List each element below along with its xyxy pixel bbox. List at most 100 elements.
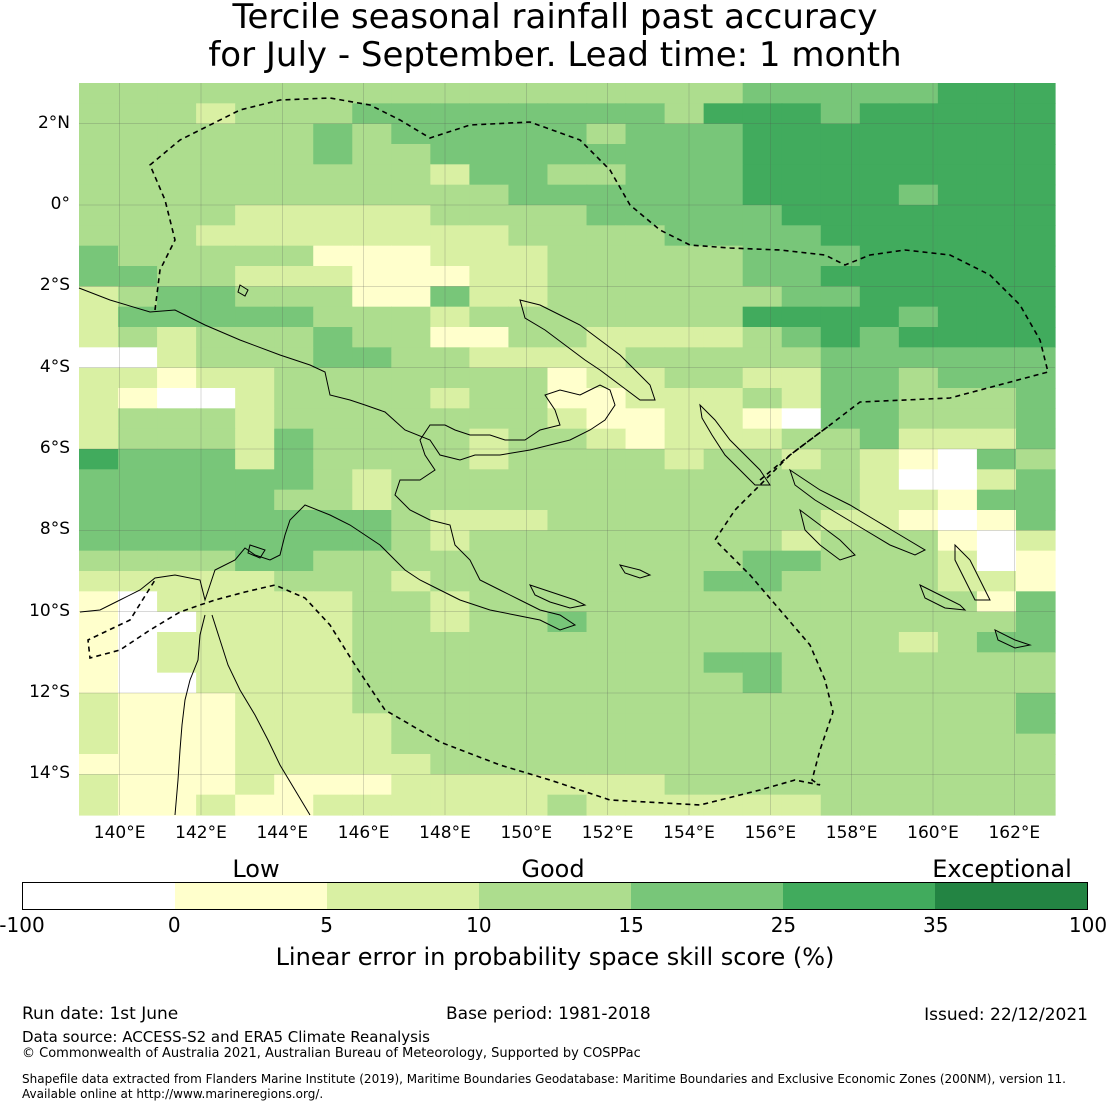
- skill-cell: [937, 428, 978, 450]
- skill-cell: [157, 144, 197, 165]
- skill-cell: [469, 591, 510, 613]
- skill-cell: [898, 611, 939, 633]
- skill-cell: [859, 245, 900, 267]
- skill-cell: [508, 733, 549, 755]
- skill-cell: [430, 632, 470, 653]
- colorbar-tick-label: 15: [618, 913, 644, 937]
- skill-cell: [781, 794, 822, 816]
- skill-cell: [196, 144, 236, 165]
- skill-cell: [313, 672, 353, 694]
- skill-cell: [781, 733, 822, 755]
- longitude-label: 150°E: [500, 823, 553, 843]
- skill-cell: [859, 652, 900, 674]
- longitude-label: 142°E: [175, 823, 227, 843]
- skill-cell: [1015, 774, 1056, 796]
- skill-cell: [703, 388, 744, 409]
- skill-cell: [352, 530, 392, 552]
- skill-cell: [235, 510, 275, 531]
- skill-cell: [469, 266, 510, 287]
- skill-cell: [820, 164, 861, 186]
- skill-cell: [157, 408, 197, 430]
- shapefile-credit-line-1: Shapefile data extracted from Flanders M…: [22, 1072, 1066, 1086]
- skill-cell: [898, 693, 939, 714]
- skill-cell: [235, 327, 275, 348]
- skill-cell: [313, 652, 353, 674]
- skill-cell: [313, 306, 353, 328]
- skill-cell: [976, 794, 1017, 816]
- skill-cell: [118, 184, 158, 206]
- skill-cell: [118, 611, 158, 633]
- skill-cell: [79, 327, 119, 348]
- skill-cell: [898, 245, 939, 267]
- skill-cell: [820, 306, 861, 328]
- skill-cell: [1015, 591, 1056, 613]
- skill-cell: [352, 672, 392, 694]
- skill-cell: [820, 144, 861, 165]
- skill-cell: [898, 794, 939, 816]
- skill-cell: [118, 306, 158, 328]
- skill-cell: [196, 611, 236, 633]
- skill-cell: [235, 489, 275, 511]
- skill-cell: [703, 83, 744, 104]
- skill-cell: [157, 245, 197, 267]
- skill-cell: [1015, 205, 1056, 226]
- skill-cell: [469, 388, 510, 409]
- shapefile-credit-line-2: Available online at http://www.marinereg…: [22, 1087, 324, 1101]
- latitude-label: 10°S: [29, 600, 70, 621]
- skill-cell: [235, 550, 275, 572]
- skill-cell: [391, 733, 431, 755]
- skill-cell: [430, 489, 470, 511]
- longitude-label: 156°E: [744, 823, 797, 843]
- skill-cell: [118, 286, 158, 308]
- skill-cell: [781, 388, 822, 409]
- skill-cell: [157, 428, 197, 450]
- skill-cell: [781, 693, 822, 714]
- skill-cell: [898, 571, 939, 592]
- skill-cell: [937, 306, 978, 328]
- skill-cell: [235, 144, 275, 165]
- base-period: Base period: 1981-2018: [446, 1004, 651, 1024]
- skill-cell: [742, 672, 783, 694]
- skill-cell: [274, 591, 314, 613]
- colorbar-tick-label: -100: [0, 913, 45, 937]
- skill-cell: [859, 754, 900, 775]
- skill-cell: [625, 489, 666, 511]
- skill-cell: [625, 306, 666, 328]
- skill-cell: [742, 327, 783, 348]
- skill-cell: [430, 530, 470, 552]
- skill-cell: [781, 103, 822, 125]
- skill-cell: [196, 245, 236, 267]
- colorbar-tick-label: 0: [167, 913, 181, 937]
- skill-cell: [703, 408, 744, 430]
- skill-cell: [703, 205, 744, 226]
- skill-cell: [274, 489, 314, 511]
- skill-cell: [469, 327, 510, 348]
- skill-cell: [391, 449, 431, 470]
- skill-cell: [79, 489, 119, 511]
- skill-cell: [937, 286, 978, 308]
- skill-cell: [547, 347, 588, 369]
- skill-cell: [781, 164, 822, 186]
- skill-cell: [898, 347, 939, 369]
- skill-cell: [664, 652, 705, 674]
- skill-cell: [781, 144, 822, 165]
- skill-cell: [157, 184, 197, 206]
- skill-cell: [859, 327, 900, 348]
- skill-cell: [1015, 428, 1056, 450]
- skill-cell: [586, 510, 627, 531]
- skill-cell: [196, 591, 236, 613]
- skill-cell: [391, 794, 431, 816]
- longitude-label: 152°E: [581, 823, 634, 843]
- skill-cell: [469, 611, 510, 633]
- skill-cell: [664, 550, 705, 572]
- skill-cell: [859, 672, 900, 694]
- skill-cell: [157, 672, 197, 694]
- skill-cell: [742, 713, 783, 735]
- skill-cell: [664, 266, 705, 287]
- skill-cell: [274, 754, 314, 775]
- skill-cell: [430, 367, 470, 389]
- solomon-island-1: [789, 468, 927, 556]
- skill-cell: [898, 632, 939, 653]
- skill-cell: [664, 530, 705, 552]
- skill-cell: [235, 184, 275, 206]
